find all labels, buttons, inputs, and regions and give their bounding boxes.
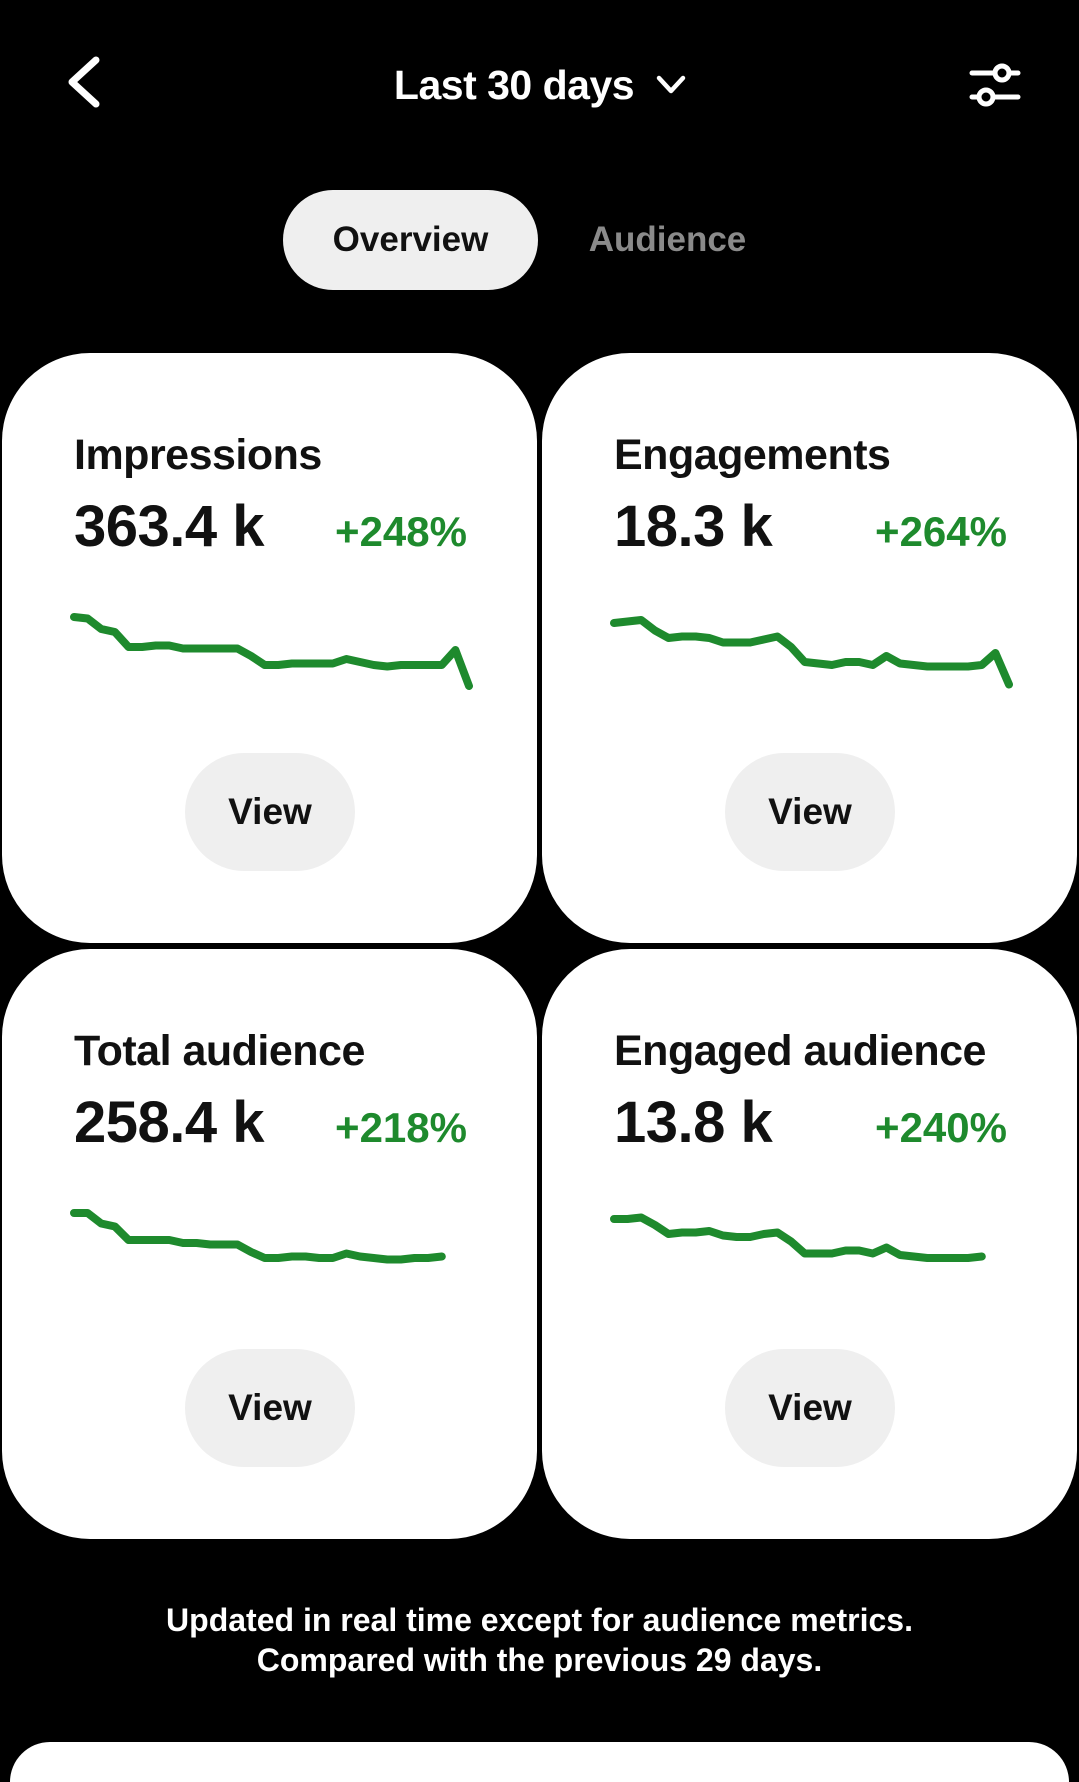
date-range-label: Last 30 days [393,61,635,108]
card-change: +248% [335,508,467,555]
card-change: +218% [335,1104,467,1151]
card-change: +264% [875,508,1007,555]
view-total-audience-button[interactable]: View [185,1349,355,1467]
footer-note: Updated in real time except for audience… [0,1600,1079,1680]
footer-line-1: Updated in real time except for audience… [166,1602,913,1638]
trend-line [610,1213,986,1262]
engagements-card: Engagements 18.3 k +264% View [542,353,1077,943]
card-title: Impressions [74,431,322,479]
card-value: 363.4 k [74,494,265,559]
tab-audience[interactable]: Audience [588,220,747,259]
bottom-sheet-edge [10,1742,1069,1782]
back-button[interactable] [52,45,116,119]
engaged-audience-card: Engaged audience 13.8 k +240% View [542,949,1077,1539]
card-title: Engagements [614,431,891,479]
card-value: 258.4 k [74,1090,265,1155]
chevron-left-icon [68,56,100,108]
view-impressions-button[interactable]: View [185,753,355,871]
impressions-sparkline [70,613,473,690]
sliders-icon [969,63,1021,107]
card-change: +240% [875,1104,1007,1151]
top-bar: Last 30 days [0,0,1079,170]
tab-overview[interactable]: Overview [283,190,538,290]
card-value: 18.3 k [614,494,773,559]
impressions-card: Impressions 363.4 k +248% View [2,353,537,943]
tab-bar: Overview Audience [0,190,1079,290]
engaged-audience-sparkline [610,1213,986,1262]
chevron-down-icon [656,75,686,94]
view-engaged-audience-button[interactable]: View [725,1349,895,1467]
trend-line [70,613,473,690]
trend-line [610,616,1013,689]
trend-line [70,1209,446,1264]
card-value: 13.8 k [614,1090,773,1155]
total-audience-card: Total audience 258.4 k +218% View [2,949,537,1539]
card-title: Total audience [74,1027,365,1075]
filter-button[interactable] [960,50,1030,120]
view-engagements-button[interactable]: View [725,753,895,871]
date-range-selector[interactable]: Last 30 days [360,45,720,125]
engagements-sparkline [610,616,1013,689]
total-audience-sparkline [70,1209,446,1264]
metrics-grid: Impressions 363.4 k +248% View Engagemen… [0,353,1079,1539]
card-title: Engaged audience [614,1027,986,1075]
footer-line-2: Compared with the previous 29 days. [256,1642,823,1678]
